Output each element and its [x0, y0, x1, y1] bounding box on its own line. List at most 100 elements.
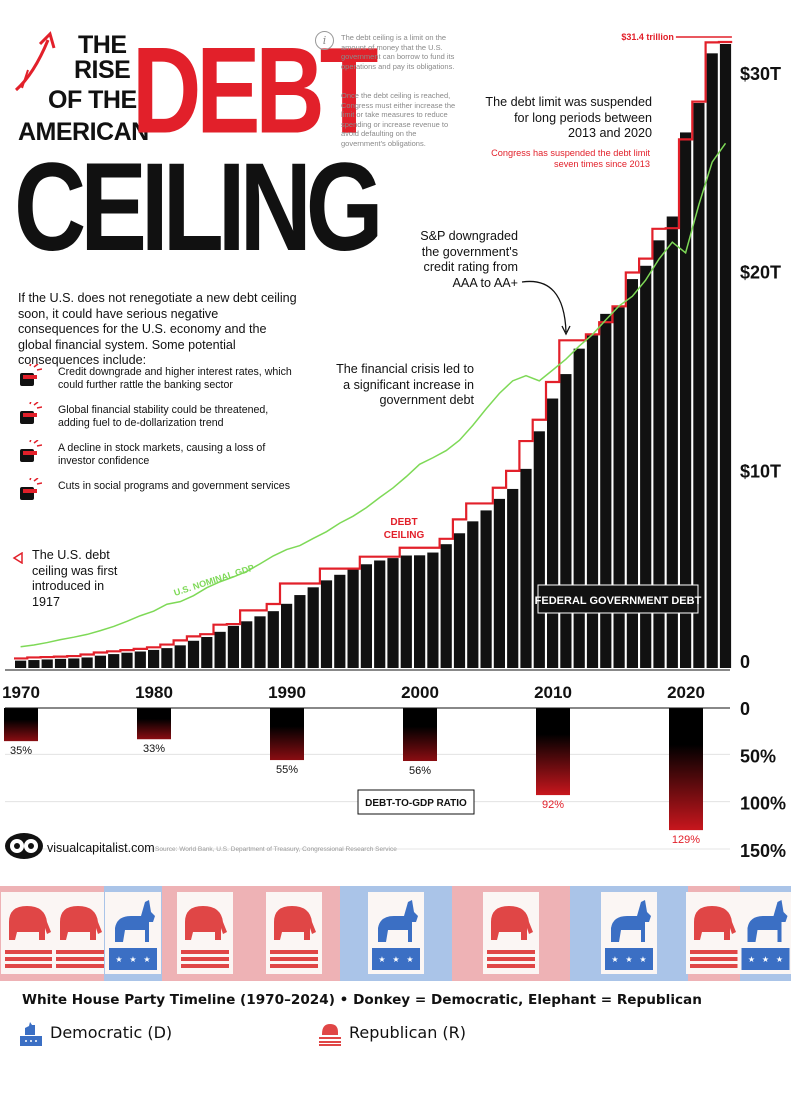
debt-bar	[374, 560, 386, 668]
stripe	[270, 950, 318, 954]
ratio-value-label: 129%	[672, 834, 700, 846]
ratio-y-tick-label: 150%	[740, 841, 786, 861]
donkey-shape	[611, 900, 651, 942]
debt-bar	[134, 651, 146, 668]
debt-bar	[560, 374, 572, 668]
debt-bar	[307, 587, 319, 668]
debt-bar	[640, 265, 652, 668]
fist-icon	[20, 364, 42, 386]
debt-bar	[15, 660, 27, 668]
star-glyph: ★	[378, 955, 385, 964]
x-tick-label: 1970	[2, 683, 40, 702]
debt-bar	[28, 660, 40, 668]
debt-bar	[187, 640, 200, 668]
elephant-icon	[1, 892, 57, 974]
debt-bar	[360, 564, 372, 668]
consequence-text: Credit downgrade and higher interest rat…	[58, 366, 292, 391]
debt-bar	[347, 569, 359, 668]
ratio-label: DEBT-TO-GDP RATIO	[365, 798, 467, 809]
stripe	[5, 950, 53, 954]
star-glyph: ★	[406, 955, 413, 964]
stripe	[270, 957, 318, 961]
elephant-icon	[266, 892, 322, 974]
star-glyph: ★	[143, 955, 150, 964]
donkey-base	[109, 948, 157, 970]
star-glyph: ★	[392, 955, 399, 964]
star-glyph: ★	[129, 955, 136, 964]
stripe	[5, 964, 53, 968]
x-tick-label: 2000	[401, 683, 439, 702]
stripe	[56, 957, 104, 961]
annotation-suspended: The debt limit was suspended for long pe…	[485, 95, 652, 140]
title-debt: DEBT	[132, 22, 378, 160]
debt-bar	[547, 398, 559, 668]
federal-debt-label: FEDERAL GOVERNMENT DEBT	[535, 595, 702, 607]
info-icon: i	[315, 31, 334, 50]
debt-bar	[94, 655, 106, 668]
elephant-icon	[483, 892, 539, 974]
legend-republican: Republican (R)	[319, 1019, 559, 1049]
debt-bar	[693, 103, 705, 668]
fist-icon	[20, 440, 42, 462]
debt-bar	[387, 558, 399, 668]
debt-bar	[626, 279, 638, 668]
ratio-value-label: 55%	[276, 764, 298, 776]
ratio-value-label: 92%	[542, 799, 564, 811]
donkey-icon: ★ ★ ★	[737, 892, 791, 974]
debt-bar	[613, 307, 625, 668]
donkey-base	[741, 948, 790, 970]
ratio-value-label: 56%	[409, 765, 431, 777]
debt-chart: 0 $10T $20T $30T $31.4 trillion 1970 1980 1990 2…	[2, 32, 786, 861]
left-triangle-icon	[12, 552, 23, 564]
debt-bar	[586, 335, 599, 668]
title-line-2: RISE	[74, 56, 131, 84]
fist-icon	[20, 478, 42, 500]
debt-bar	[480, 510, 492, 668]
consequence-item: Credit downgrade and higher interest rat…	[16, 364, 296, 398]
stripe	[5, 957, 53, 961]
callout-arrow	[521, 280, 571, 336]
annotation-financial-crisis: The financial crisis led to a significan…	[336, 362, 474, 407]
debt-ceiling-label: CEILING	[384, 530, 425, 541]
debt-bar	[320, 580, 333, 668]
debt-bar	[414, 555, 426, 668]
star-glyph: ★	[625, 955, 632, 964]
elephant-icon	[52, 892, 108, 974]
donkey-icon	[20, 1022, 42, 1046]
elephant-shape	[491, 906, 533, 940]
ratio-y-tick-label: 100%	[740, 794, 786, 814]
debt-bar	[108, 654, 120, 668]
ratio-bar	[536, 708, 570, 796]
elephant-icon	[686, 892, 742, 974]
stripe	[181, 957, 229, 961]
debt-bar	[41, 659, 53, 668]
star-glyph: ★	[115, 955, 122, 964]
consequence-item: A decline in stock markets, causing a lo…	[16, 440, 296, 474]
ratio-bar	[4, 708, 38, 742]
title-ceiling: CEILING	[14, 137, 384, 278]
elephant-shape	[9, 906, 51, 940]
y-tick-label: $20T	[740, 263, 781, 283]
stripe	[270, 964, 318, 968]
ratio-label-box	[357, 789, 475, 815]
stripe	[690, 964, 738, 968]
star-glyph: ★	[748, 955, 755, 964]
elephant-shape	[60, 906, 102, 940]
x-tick-label: 1980	[135, 683, 173, 702]
donkey-icon: ★ ★ ★	[105, 892, 161, 974]
debt-bar	[81, 657, 93, 668]
timeline-caption: White House Party Timeline (1970–2024) •…	[22, 992, 702, 1008]
debt-bar	[467, 521, 479, 668]
info-paragraph-2: Once the debt ceiling is reached, Congre…	[341, 91, 456, 148]
debt-bar	[507, 488, 519, 668]
ratio-bar	[669, 708, 703, 831]
donkey-base	[605, 948, 653, 970]
debt-bar	[719, 44, 732, 668]
debt-bar	[254, 616, 266, 668]
annotation-suspended-red: Congress has suspended the debt limit se…	[491, 148, 650, 169]
debt-bar	[174, 645, 186, 668]
debt-bar	[680, 132, 692, 669]
consequence-item: Global financial stability could be thre…	[16, 402, 296, 436]
debt-bar	[241, 621, 253, 668]
debt-bar	[520, 468, 532, 668]
